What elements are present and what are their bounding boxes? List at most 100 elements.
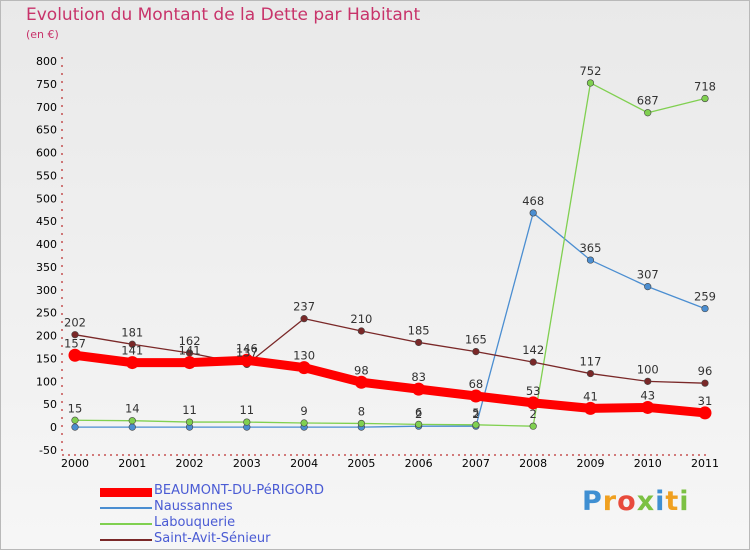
data-point [354, 375, 368, 389]
data-point [644, 283, 652, 291]
data-label: 162 [179, 334, 201, 348]
data-point [701, 379, 709, 387]
data-point [185, 418, 194, 426]
legend-swatch [100, 507, 152, 509]
data-point [529, 209, 537, 217]
data-point [701, 304, 709, 313]
data-point [583, 401, 597, 415]
data-label: 146 [236, 341, 258, 355]
data-label: 365 [579, 241, 601, 255]
data-point [183, 356, 197, 370]
chart-subtitle: (en €) [26, 28, 59, 41]
data-label: 752 [579, 64, 601, 78]
series-line-2 [74, 82, 706, 427]
y-tick-label: 700 [36, 101, 57, 114]
y-tick-label: -50 [39, 444, 57, 457]
data-label: 117 [579, 355, 601, 369]
data-point [698, 406, 712, 420]
data-label: 41 [583, 389, 598, 403]
data-label: 11 [182, 403, 197, 417]
x-tick-label: 2003 [233, 457, 261, 470]
series-line-1 [74, 212, 706, 428]
legend-item: Naussannes [100, 499, 400, 514]
data-label: 142 [522, 343, 544, 357]
data-point [297, 361, 311, 375]
legend-item: Labouquerie [100, 515, 400, 530]
y-tick-label: 550 [36, 169, 57, 182]
data-point [300, 419, 308, 427]
x-tick-label: 2005 [347, 457, 375, 470]
x-tick-label: 2007 [462, 457, 490, 470]
data-point [586, 256, 595, 264]
y-tick-label: 250 [36, 307, 57, 320]
data-label: 259 [694, 290, 716, 304]
y-tick-label: 450 [36, 215, 57, 228]
data-point [243, 418, 251, 426]
data-label: 718 [694, 80, 716, 94]
legend-item: Saint-Avit-Sénieur [100, 531, 400, 546]
data-label: 100 [637, 362, 659, 376]
data-label: 43 [640, 388, 655, 402]
series-line-0 [70, 350, 710, 418]
data-point [415, 420, 423, 428]
data-point [412, 382, 426, 396]
y-tick-label: 0 [50, 421, 57, 434]
data-label: 141 [179, 344, 201, 358]
data-label: 14 [125, 402, 140, 416]
data-label: 210 [350, 312, 372, 326]
data-point [71, 331, 79, 339]
y-tick-label: 650 [36, 124, 57, 137]
data-point [357, 327, 365, 335]
data-label: 468 [522, 194, 544, 208]
y-tick-label: 150 [36, 352, 57, 365]
x-tick-label: 2001 [118, 457, 146, 470]
data-label: 96 [698, 364, 713, 378]
chart-title: Evolution du Montant de la Dette par Hab… [26, 5, 421, 25]
data-point [68, 348, 82, 362]
legend-swatch [100, 488, 152, 497]
data-point [641, 400, 655, 414]
legend-swatch [100, 539, 152, 541]
data-label: 157 [64, 336, 86, 350]
data-label: 11 [239, 403, 254, 417]
x-tick-label: 2009 [576, 457, 604, 470]
data-point [472, 348, 480, 356]
y-tick-label: 500 [36, 192, 57, 205]
data-point [240, 353, 254, 367]
data-label: 6 [415, 405, 422, 419]
y-tick-label: 750 [36, 78, 57, 91]
data-label: 165 [465, 333, 487, 347]
data-label: 8 [358, 404, 365, 418]
y-tick-label: 300 [36, 284, 57, 297]
data-label: 53 [526, 384, 541, 398]
data-point [415, 338, 423, 347]
legend-label: Naussannes [154, 499, 233, 514]
data-point [300, 315, 308, 323]
y-tick-label: 200 [36, 330, 57, 343]
y-tick-label: 350 [36, 261, 57, 274]
x-tick-label: 2004 [290, 457, 318, 470]
x-tick-label: 2008 [519, 457, 547, 470]
legend-swatch [100, 523, 152, 525]
data-point [125, 356, 139, 370]
data-label: 185 [408, 323, 430, 337]
data-point [701, 94, 709, 103]
data-point [128, 423, 136, 431]
data-label: 202 [64, 316, 86, 330]
data-point [529, 358, 537, 366]
data-point [586, 79, 595, 87]
data-point [469, 389, 483, 403]
x-tick-label: 2002 [176, 457, 204, 470]
data-label: 5 [472, 406, 479, 420]
data-label: 2 [472, 407, 479, 421]
data-label: 687 [637, 94, 659, 108]
data-label: 307 [637, 268, 659, 282]
data-point [472, 421, 480, 429]
legend-label: BEAUMONT-DU-PéRIGORD [154, 483, 324, 498]
data-label: 130 [293, 349, 315, 363]
y-tick-label: 400 [36, 238, 57, 251]
data-point [586, 369, 595, 378]
data-point [128, 340, 136, 348]
data-point [526, 396, 540, 410]
y-tick-label: 50 [43, 398, 57, 411]
